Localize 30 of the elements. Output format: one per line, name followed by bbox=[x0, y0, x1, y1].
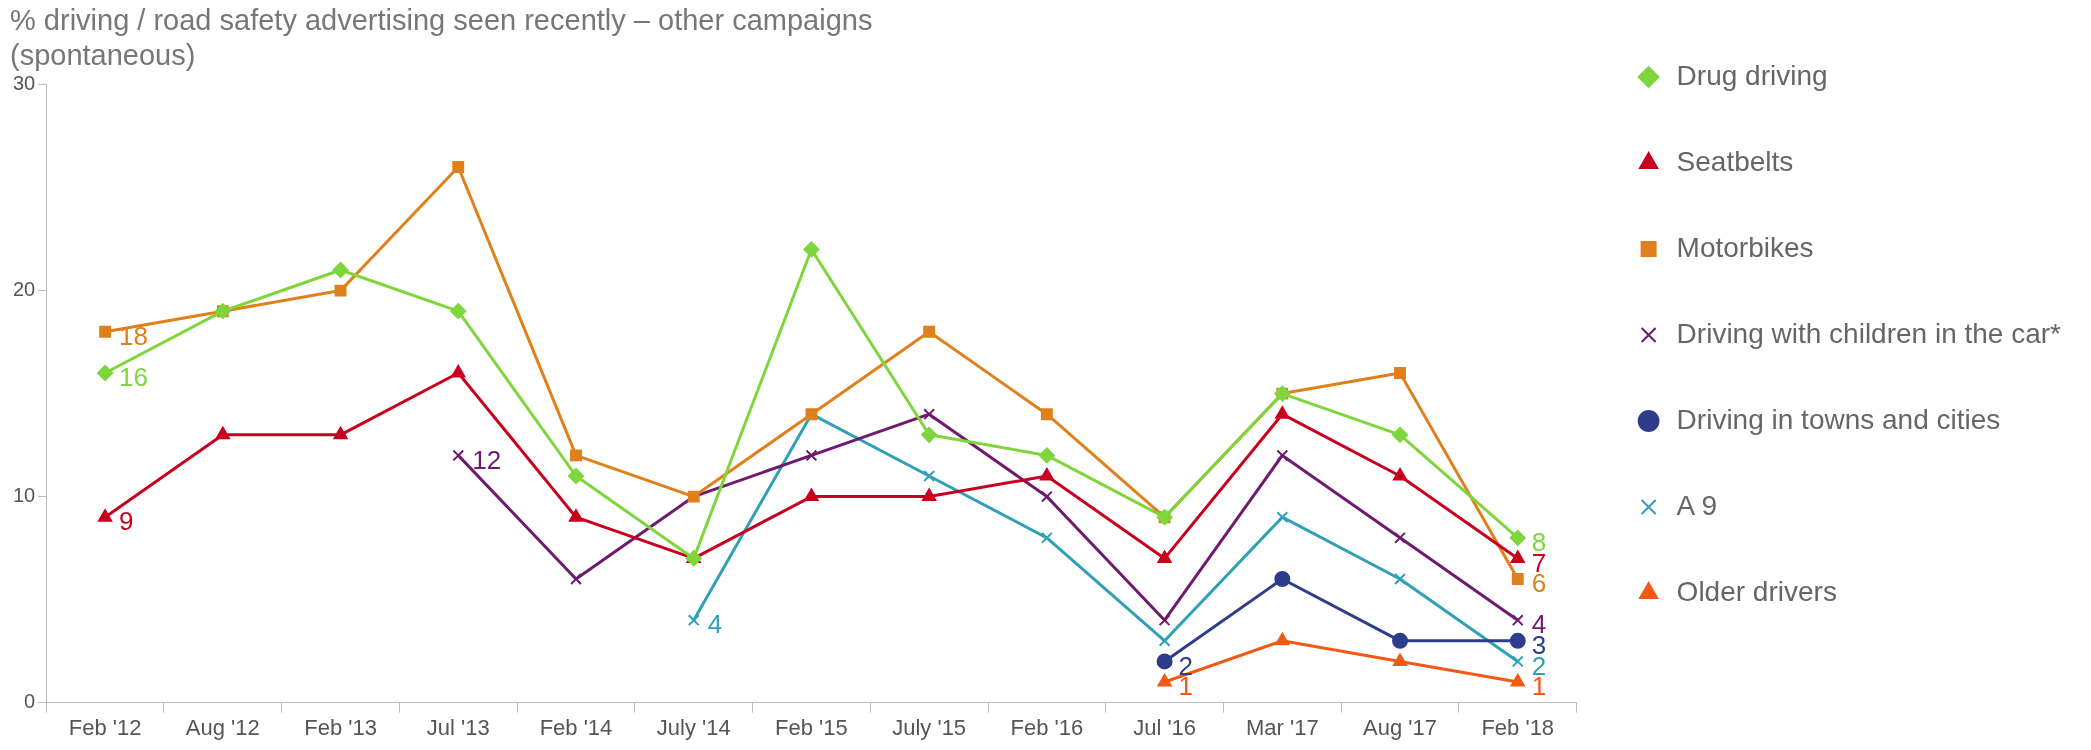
x-tick-label: Jul '13 bbox=[426, 714, 490, 740]
legend-label: Driving with children in the car* bbox=[1676, 317, 2062, 349]
legend-label: Driving in towns and cities bbox=[1676, 403, 2001, 435]
x-tick-label: July '14 bbox=[656, 714, 731, 740]
y-tick-label: 30 bbox=[13, 72, 36, 95]
text: % driving / road safety advertising seen recently – other campaigns bbox=[10, 4, 873, 37]
y-tick-label: 0 bbox=[24, 690, 36, 713]
data-label: 16 bbox=[119, 362, 149, 393]
legend-label: Drug driving bbox=[1676, 59, 1828, 91]
x-tick-label: Aug '12 bbox=[185, 714, 260, 740]
x-tick-label: July '15 bbox=[892, 714, 967, 740]
legend-label: A 9 bbox=[1676, 489, 1718, 521]
x-tick-label: Feb '15 bbox=[775, 714, 848, 740]
legend-label: Motorbikes bbox=[1676, 231, 1814, 263]
y-tick-label: 10 bbox=[13, 484, 36, 507]
x-tick-label: Feb '18 bbox=[1481, 714, 1555, 740]
y-tick-label: 20 bbox=[13, 278, 36, 301]
data-label: 4 bbox=[707, 609, 723, 640]
x-tick-label: Feb '16 bbox=[1010, 714, 1084, 740]
x-tick-label: Feb '14 bbox=[539, 714, 613, 740]
data-label: 9 bbox=[119, 506, 134, 537]
x-tick-label: Aug '17 bbox=[1363, 714, 1437, 740]
legend-label: Seatbelts bbox=[1676, 145, 1794, 177]
text: (spontaneous) bbox=[10, 39, 196, 72]
x-tick-label: Feb '12 bbox=[68, 714, 142, 740]
x-tick-label: Jul '16 bbox=[1133, 714, 1197, 740]
x-tick-label: Mar '17 bbox=[1245, 714, 1319, 740]
legend-label: Older drivers bbox=[1676, 575, 1837, 607]
data-label: 12 bbox=[472, 444, 502, 475]
x-tick-label: Feb '13 bbox=[304, 714, 377, 740]
